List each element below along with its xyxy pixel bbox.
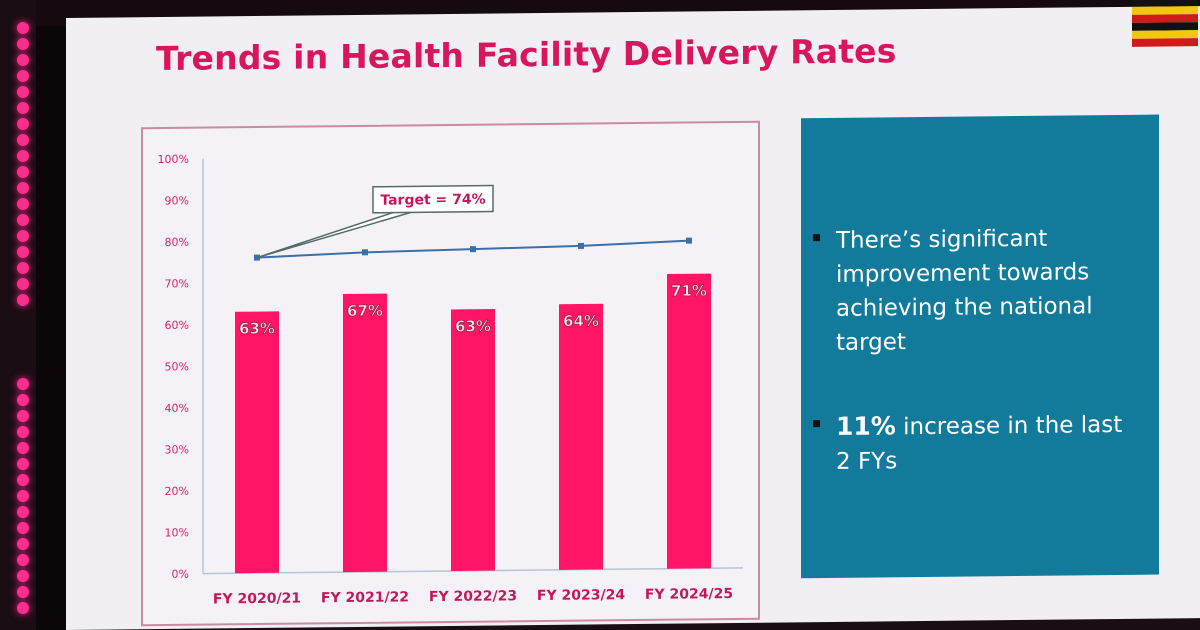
target-point bbox=[578, 242, 584, 249]
y-tick-label: 30% bbox=[165, 443, 189, 456]
x-tick-label: FY 2023/24 bbox=[537, 587, 625, 604]
stage-dark-column bbox=[36, 0, 66, 630]
y-tick-label: 100% bbox=[158, 153, 189, 166]
bullet-marker bbox=[813, 234, 820, 242]
x-tick-label: FY 2024/25 bbox=[645, 586, 733, 603]
bar-data-label: 71% bbox=[671, 282, 707, 300]
bar bbox=[559, 303, 603, 570]
bullet-improvement-text: There’s significant improvement towards … bbox=[836, 225, 1093, 356]
target-point bbox=[686, 237, 692, 244]
increase-value: 11% bbox=[836, 411, 896, 441]
bar-data-label: 64% bbox=[563, 312, 599, 330]
x-tick-label: FY 2020/21 bbox=[213, 591, 301, 608]
bar bbox=[451, 309, 495, 571]
chart-frame: 0% 10% 20% 30% 40% 50% 60% 70% 80% 90% 100% 63% 67% 6… bbox=[141, 120, 760, 627]
target-point bbox=[362, 249, 368, 256]
y-tick-label: 40% bbox=[165, 402, 189, 415]
target-point bbox=[470, 246, 476, 253]
led-strip-upper bbox=[10, 22, 36, 306]
led-strip-lower bbox=[10, 378, 36, 614]
bullet-increase-text: 11% increase in the last 2 FYs bbox=[836, 407, 1136, 479]
y-tick-label: 50% bbox=[165, 360, 189, 373]
bullet-marker bbox=[813, 420, 820, 428]
y-tick-label: 70% bbox=[165, 277, 189, 290]
slide-title: Trends in Health Facility Delivery Rates bbox=[156, 31, 897, 79]
y-tick-label: 10% bbox=[165, 526, 189, 539]
uganda-flag bbox=[1132, 0, 1198, 47]
y-tick-label: 80% bbox=[165, 236, 189, 249]
bar-data-label: 63% bbox=[455, 317, 491, 335]
annotation-pointer bbox=[256, 211, 412, 259]
bullet-increase: 11% increase in the last 2 FYs bbox=[813, 407, 1136, 479]
y-tick-label: 0% bbox=[172, 568, 189, 581]
x-tick-label: FY 2022/23 bbox=[429, 588, 517, 605]
y-tick-label: 20% bbox=[165, 485, 189, 498]
y-tick-label: 90% bbox=[165, 194, 189, 207]
bar-data-label: 63% bbox=[239, 319, 275, 337]
y-tick-label: 60% bbox=[165, 319, 189, 332]
bullet-improvement: There’s significant improvement towards … bbox=[813, 221, 1136, 360]
annotation-text: Target = 74% bbox=[380, 192, 485, 209]
bar-chart: 0% 10% 20% 30% 40% 50% 60% 70% 80% 90% 100% 63% 67% 6… bbox=[158, 153, 743, 608]
bar-data-label: 67% bbox=[347, 302, 383, 320]
annotation-box bbox=[372, 184, 494, 214]
presentation-slide: Trends in Health Facility Delivery Rates… bbox=[66, 0, 1200, 630]
bar bbox=[343, 293, 387, 573]
bar bbox=[667, 273, 711, 569]
x-tick-label: FY 2021/22 bbox=[321, 589, 409, 606]
bar bbox=[235, 311, 279, 574]
info-box: There’s significant improvement towards … bbox=[801, 114, 1159, 579]
